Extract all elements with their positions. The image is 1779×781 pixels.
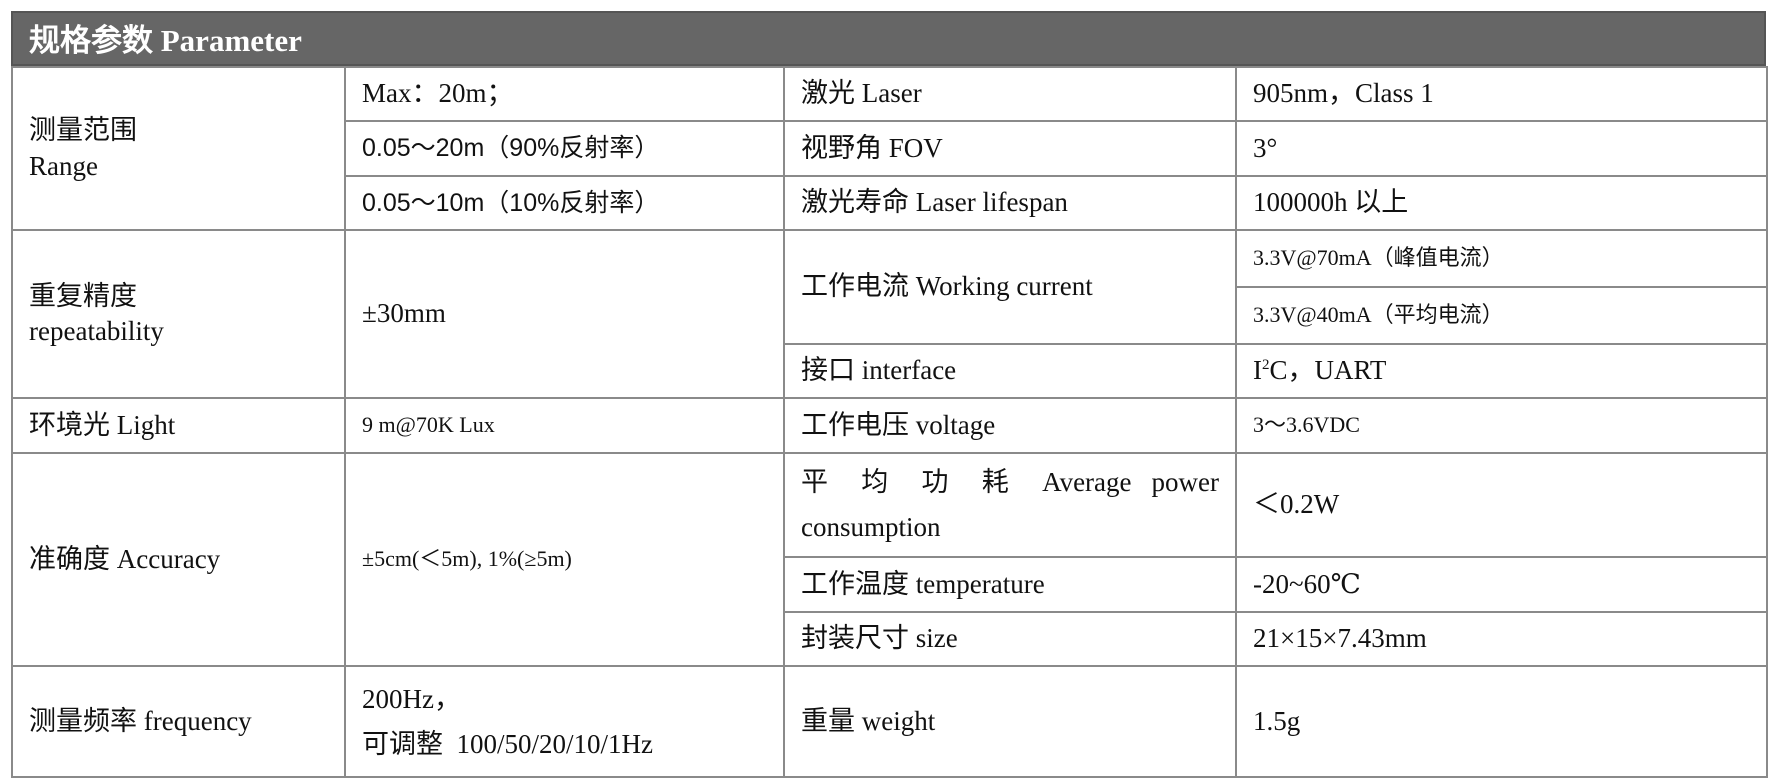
light-value: 9 m@70K Lux <box>344 397 785 454</box>
weight-value: 1.5g <box>1235 665 1768 778</box>
fov-value: 3° <box>1235 120 1768 177</box>
table-row: 0.05～10m（10%反射率） 激光寿命 Laser lifespan 100… <box>12 175 1768 231</box>
table-row: 环境光 Light 9 m@70K Lux 工作电压 voltage 3～3.6… <box>11 397 1768 454</box>
current-avg: 3.3V@40mA（平均电流） <box>1235 286 1768 345</box>
fov-label: 视野角 FOV <box>783 120 1237 177</box>
power-label: 平 均 功 耗 Average power consumption <box>783 452 1237 558</box>
range-90: 0.05～20m（90%反射率） <box>344 120 785 177</box>
accuracy-value: ±5cm(＜5m), 1%(≥5m) <box>344 452 785 667</box>
table-title: 规格参数 Parameter <box>11 11 1766 66</box>
interface-value: I2C，UART <box>1235 343 1768 399</box>
table-row: 工作温度 temperature -20~60℃ <box>12 556 1768 613</box>
table-row: 准确度 Accuracy ±5cm(＜5m), 1%(≥5m) 平 均 功 耗 … <box>11 452 1768 667</box>
lifespan-label: 激光寿命 Laser lifespan <box>783 175 1237 231</box>
table-row: 测量频率 frequency 200Hz， 可调整 100/50/20/10/1H… <box>11 665 1768 778</box>
current-peak: 3.3V@70mA（峰值电流） <box>1235 229 1768 288</box>
accuracy-label: 准确度 Accuracy <box>11 452 346 667</box>
voltage-value: 3～3.6VDC <box>1235 397 1768 454</box>
voltage-label: 工作电压 voltage <box>783 397 1237 454</box>
table-row: 重复精度 repeatability ±30mm 工作电流 Working cur… <box>11 229 1768 399</box>
weight-label: 重量 weight <box>783 665 1237 778</box>
size-label: 封装尺寸 size <box>783 611 1237 667</box>
interface-label: 接口 interface <box>783 343 1237 399</box>
temp-label: 工作温度 temperature <box>783 556 1237 613</box>
parameter-table-container: 规格参数 Parameter 测量范围 Range Max：20m； 激光 Las… <box>11 11 1768 778</box>
table-row: 0.05～20m（90%反射率） 视野角 FOV 3° <box>12 120 1768 177</box>
table-row: 封装尺寸 size 21×15×7.43mm <box>12 611 1768 667</box>
freq-value: 200Hz， 可调整 100/50/20/10/1Hz <box>344 665 785 778</box>
current-label: 工作电流 Working current <box>783 229 1237 345</box>
size-value: 21×15×7.43mm <box>1235 611 1768 667</box>
freq-label: 测量频率 frequency <box>11 665 346 778</box>
temp-value: -20~60℃ <box>1235 556 1768 613</box>
range-10: 0.05～10m（10%反射率） <box>344 175 785 231</box>
table-row: 3.3V@40mA（平均电流） <box>12 286 1768 345</box>
repeat-label: 重复精度 repeatability <box>11 229 346 399</box>
range-max: Max：20m； <box>344 66 785 122</box>
light-label: 环境光 Light <box>11 397 346 454</box>
table-row: 接口 interface I2C，UART <box>12 343 1768 399</box>
lifespan-value: 100000h 以上 <box>1235 175 1768 231</box>
repeat-value: ±30mm <box>344 229 785 399</box>
laser-label: 激光 Laser <box>783 66 1237 122</box>
power-value: ＜0.2W <box>1235 452 1768 558</box>
range-label: 测量范围 Range <box>11 66 346 231</box>
table-row: 测量范围 Range Max：20m； 激光 Laser 905nm，Class … <box>11 66 1768 231</box>
parameter-table: 测量范围 Range Max：20m； 激光 Laser 905nm，Class … <box>11 66 1768 778</box>
laser-value: 905nm，Class 1 <box>1235 66 1768 122</box>
